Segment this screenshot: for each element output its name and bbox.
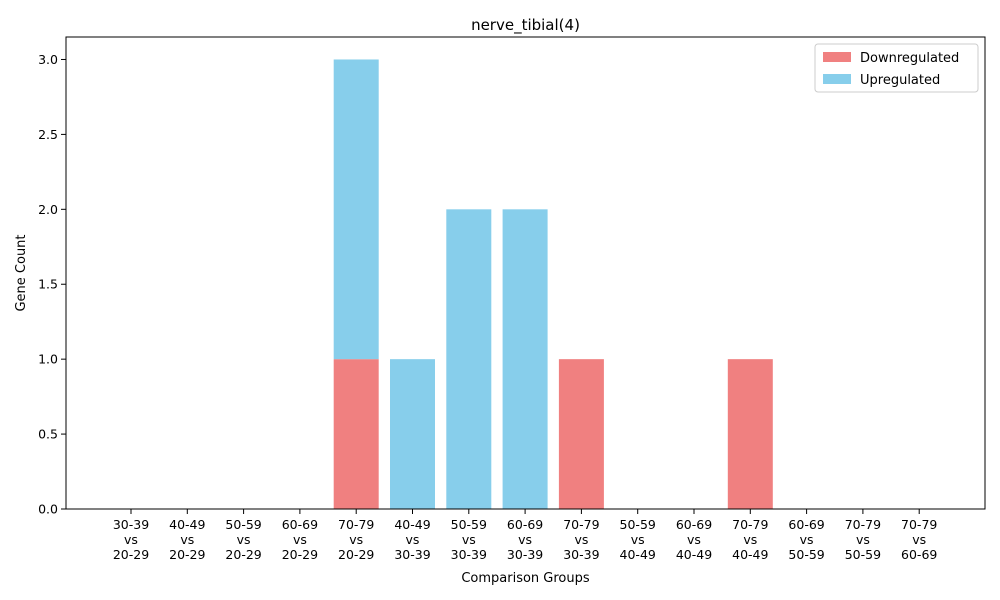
x-tick-label-line: 60-69: [901, 547, 937, 562]
x-tick-label-line: 30-39: [563, 547, 599, 562]
bar-upregulated-4: [333, 59, 379, 360]
x-tick-label-line: 40-49: [732, 547, 768, 562]
bar-downregulated-8: [558, 359, 604, 509]
x-tick-label-line: 20-29: [169, 547, 205, 562]
legend-swatch-upregulated: [823, 74, 851, 84]
x-tick-label-line: vs: [800, 532, 814, 547]
y-axis-label: Gene Count: [14, 234, 29, 311]
bar-upregulated-5: [390, 359, 435, 509]
x-tick-label: 70-79 vs 20-29: [338, 517, 374, 562]
x-tick-label-line: 20-29: [113, 547, 149, 562]
x-tick-label-line: 20-29: [282, 547, 318, 562]
x-tick-label: 60-69 vs 20-29: [282, 517, 318, 562]
legend-label-downregulated: Downregulated: [860, 51, 959, 66]
bar-downregulated-11: [727, 359, 773, 509]
x-tick-label-line: vs: [743, 532, 757, 547]
x-tick-label-line: 40-49: [394, 517, 430, 532]
x-tick-label-line: 30-39: [113, 517, 149, 532]
x-tick-label-line: vs: [631, 532, 645, 547]
chart-title: nerve_tibial(4): [471, 16, 580, 35]
x-tick-label-line: vs: [856, 532, 870, 547]
legend-frame: [814, 43, 979, 93]
bar-upregulated-6: [446, 209, 492, 510]
x-tick-label-line: 20-29: [338, 547, 374, 562]
x-tick-label-line: 50-59: [225, 517, 261, 532]
x-tick-label-line: 70-79: [338, 517, 374, 532]
y-tick-label: 2.5: [38, 127, 58, 142]
x-tick-label-line: 40-49: [676, 547, 712, 562]
legend-label-upregulated: Upregulated: [860, 73, 940, 88]
x-tick-label: 60-69 vs 40-49: [676, 517, 712, 562]
bar-upregulated-7: [502, 209, 548, 510]
x-tick-label-line: 60-69: [788, 517, 824, 532]
x-tick-label: 50-59 vs 20-29: [225, 517, 261, 562]
x-tick-label-line: vs: [687, 532, 701, 547]
x-tick-label-line: 60-69: [282, 517, 318, 532]
x-tick-label-line: vs: [912, 532, 926, 547]
x-tick-label: 50-59 vs 40-49: [620, 517, 656, 562]
bars-layer: [333, 59, 773, 510]
x-tick-label: 70-79 vs 50-59: [845, 517, 881, 562]
x-tick-label-line: 50-59: [620, 517, 656, 532]
y-tick-label: 1.0: [38, 352, 58, 367]
legend-swatch-downregulated: [823, 52, 851, 62]
x-tick-label-line: vs: [349, 532, 363, 547]
x-tick-label-line: 30-39: [507, 547, 543, 562]
x-tick-label-line: 50-59: [845, 547, 881, 562]
x-tick-label: 70-79 vs 60-69: [901, 517, 937, 562]
legend: Downregulated Upregulated: [814, 43, 979, 93]
x-tick-label-line: vs: [124, 532, 138, 547]
x-tick-label-line: vs: [180, 532, 194, 547]
x-tick-label: 50-59 vs 30-39: [451, 517, 487, 562]
x-tick-label-line: 70-79: [732, 517, 768, 532]
x-tick-label-line: 60-69: [507, 517, 543, 532]
y-tick-label: 3.0: [38, 52, 58, 67]
x-tick-label-line: 20-29: [225, 547, 261, 562]
x-tick-label: 70-79 vs 40-49: [732, 517, 768, 562]
x-tick-label-line: vs: [574, 532, 588, 547]
y-tick-label: 0.5: [38, 427, 58, 442]
x-tick-label: 70-79 vs 30-39: [563, 517, 599, 562]
x-tick-label-line: 70-79: [845, 517, 881, 532]
x-tick-label: 30-39 vs 20-29: [113, 517, 149, 562]
y-tick-label: 0.0: [38, 502, 58, 517]
x-tick-label-line: 30-39: [394, 547, 430, 562]
y-tick-label: 1.5: [38, 277, 58, 292]
x-tick-label-line: vs: [406, 532, 420, 547]
x-tick-label-line: 60-69: [676, 517, 712, 532]
x-tick-label-line: vs: [518, 532, 532, 547]
plot-frame: [65, 36, 986, 510]
x-tick-label: 40-49 vs 20-29: [169, 517, 205, 562]
x-tick-label: 40-49 vs 30-39: [394, 517, 430, 562]
x-tick-label-line: 50-59: [451, 517, 487, 532]
x-tick-label-line: vs: [462, 532, 476, 547]
x-tick-label-line: 70-79: [901, 517, 937, 532]
y-axis: 0.0 0.5 1.0 1.5 2.0 2.5 3.0: [38, 52, 66, 517]
x-tick-label-line: 40-49: [620, 547, 656, 562]
bar-downregulated-4: [333, 359, 379, 509]
x-tick-label-line: 40-49: [169, 517, 205, 532]
x-axis-label: Comparison Groups: [461, 571, 590, 586]
y-tick-label: 2.0: [38, 202, 58, 217]
x-tick-label-line: 70-79: [563, 517, 599, 532]
x-tick-label-line: vs: [237, 532, 251, 547]
x-tick-label: 60-69 vs 30-39: [507, 517, 543, 562]
x-tick-label: 60-69 vs 50-59: [788, 517, 824, 562]
x-tick-label-line: 50-59: [788, 547, 824, 562]
x-tick-label-line: vs: [293, 532, 307, 547]
x-tick-label-line: 30-39: [451, 547, 487, 562]
